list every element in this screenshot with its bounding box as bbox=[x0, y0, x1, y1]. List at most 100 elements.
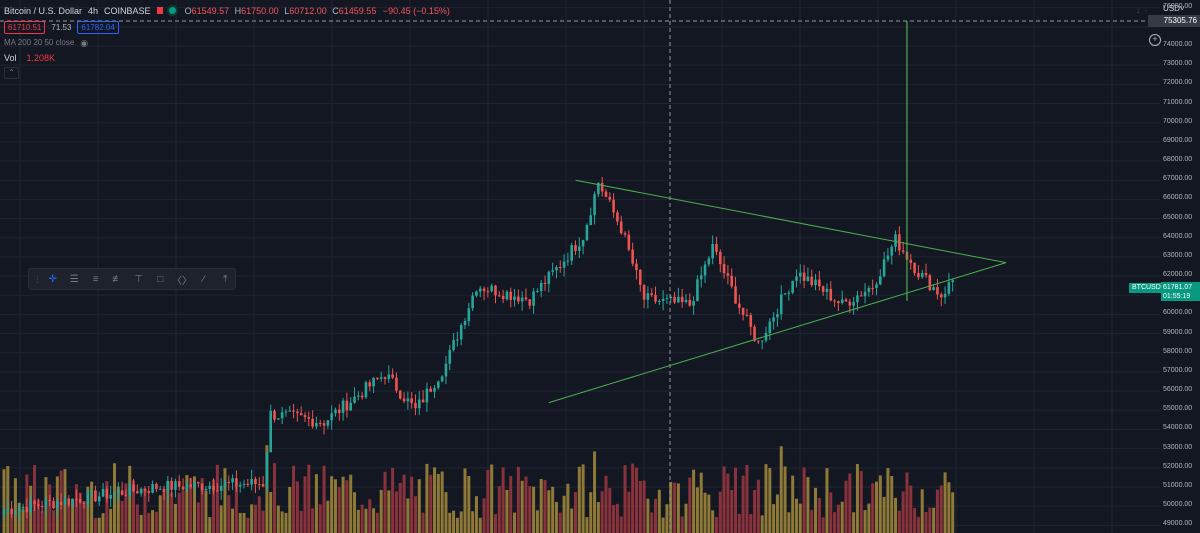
volume-label[interactable]: Vol bbox=[4, 52, 17, 63]
triangle-trendline bbox=[575, 179, 1007, 264]
candle-body bbox=[513, 296, 516, 300]
volume-bar bbox=[772, 504, 776, 533]
candle-body bbox=[273, 410, 276, 420]
volume-bar bbox=[695, 487, 699, 533]
parallel-lines-icon[interactable]: ≡ bbox=[92, 273, 99, 285]
volume-bar bbox=[284, 512, 288, 533]
volume-bar bbox=[452, 510, 456, 533]
brush-icon[interactable]: ∕ bbox=[202, 273, 205, 285]
candle-body bbox=[139, 488, 143, 494]
volume-bar bbox=[513, 512, 517, 533]
volume-bar bbox=[425, 463, 429, 533]
volume-bar bbox=[13, 478, 17, 533]
candle-body bbox=[257, 484, 261, 486]
volume-bar bbox=[269, 492, 273, 533]
volume-value: 1.208K bbox=[26, 52, 56, 63]
volume-bar bbox=[154, 511, 158, 533]
volume-bar bbox=[132, 480, 136, 533]
candle-body bbox=[684, 299, 688, 303]
drag-handle-icon[interactable]: ⋮ bbox=[33, 273, 42, 284]
volume-bar bbox=[257, 496, 261, 533]
volume-bar bbox=[322, 465, 326, 533]
volume-bar bbox=[200, 478, 204, 533]
candle-body bbox=[867, 287, 871, 292]
interval-label[interactable]: 4h bbox=[88, 5, 99, 16]
add-alert-icon[interactable]: + bbox=[1149, 34, 1161, 46]
volume-bar bbox=[444, 492, 448, 533]
horizontal-lines-icon[interactable]: ☰ bbox=[69, 273, 79, 285]
candle-body bbox=[63, 498, 67, 505]
volume-bar bbox=[6, 465, 10, 533]
volume-bar bbox=[261, 510, 265, 533]
volume-bar bbox=[314, 474, 318, 533]
candle-body bbox=[631, 249, 634, 264]
candle-body bbox=[414, 403, 417, 409]
sell-button[interactable]: 61710.51 bbox=[4, 21, 46, 34]
candle-body bbox=[444, 363, 448, 377]
eye-hidden-icon[interactable]: ◉ bbox=[80, 37, 89, 48]
volume-bar bbox=[71, 498, 75, 533]
candle-body bbox=[936, 287, 939, 295]
price-tick: 68000.00 bbox=[1163, 156, 1193, 164]
crosshair-icon[interactable]: ✛ bbox=[48, 273, 57, 285]
volume-bar bbox=[532, 486, 536, 533]
candle-body bbox=[402, 398, 406, 402]
candle-body bbox=[642, 284, 646, 300]
candle-body bbox=[33, 500, 36, 505]
volume-bar bbox=[939, 485, 943, 533]
volume-bar bbox=[74, 484, 78, 533]
buy-button[interactable]: 61782.04 bbox=[77, 21, 119, 34]
volume-bar bbox=[791, 475, 795, 533]
candle-body bbox=[482, 288, 486, 292]
candle-body bbox=[791, 280, 794, 293]
candle-body bbox=[490, 285, 493, 292]
volume-bar bbox=[120, 500, 124, 533]
candle-body bbox=[738, 303, 741, 308]
candle-body bbox=[90, 490, 93, 492]
volume-bar bbox=[2, 469, 6, 533]
candle-body bbox=[303, 415, 307, 418]
volume-bar bbox=[440, 471, 444, 533]
pitchfork-icon[interactable]: ⤒ bbox=[223, 273, 228, 285]
arrow-down-icon[interactable]: ↓ bbox=[1136, 6, 1140, 15]
candle-body bbox=[208, 485, 212, 489]
candle-body bbox=[909, 259, 913, 263]
volume-bar bbox=[181, 490, 185, 533]
volume-bar bbox=[436, 474, 440, 533]
volume-bar bbox=[562, 495, 566, 533]
collapse-legend-button[interactable]: ⌃ bbox=[4, 67, 19, 79]
candle-body bbox=[372, 377, 375, 387]
price-tick: 72000.00 bbox=[1163, 79, 1193, 87]
measure-icon[interactable]: 〈〉 bbox=[172, 275, 192, 287]
volume-bar bbox=[143, 488, 147, 533]
rectangle-bracket-icon[interactable]: □ bbox=[157, 273, 164, 285]
ma-indicator-label[interactable]: MA 200 20 50 close bbox=[4, 37, 75, 47]
candle-body bbox=[181, 486, 185, 490]
volume-bar bbox=[10, 513, 14, 533]
volume-bar bbox=[67, 504, 71, 533]
text-cursor-icon[interactable]: ⊤ bbox=[134, 273, 144, 285]
fib-levels-icon[interactable]: ≢ bbox=[112, 273, 123, 285]
volume-bar bbox=[935, 489, 939, 533]
volume-bar bbox=[798, 503, 802, 533]
volume-bar bbox=[779, 446, 783, 533]
candle-body bbox=[345, 400, 349, 411]
spread-value: 71.53 bbox=[51, 22, 72, 32]
currency-select[interactable]: USD˅ bbox=[1163, 4, 1185, 13]
candle-body bbox=[536, 291, 539, 293]
volume-bar bbox=[193, 476, 196, 533]
volume-bar bbox=[364, 508, 368, 533]
volume-bar bbox=[109, 508, 113, 533]
settings-icon[interactable]: ⋅ bbox=[1144, 6, 1147, 15]
candle-body bbox=[543, 282, 547, 285]
candle-body bbox=[848, 301, 852, 306]
symbol-name[interactable]: Bitcoin / U.S. Dollar bbox=[4, 5, 83, 16]
volume-bar bbox=[551, 486, 555, 533]
candle-body bbox=[322, 423, 326, 426]
volume-bar bbox=[486, 469, 490, 533]
volume-bar bbox=[295, 481, 299, 533]
volume-bar bbox=[463, 468, 467, 533]
volume-bar bbox=[554, 501, 558, 533]
volume-bar bbox=[566, 483, 570, 533]
